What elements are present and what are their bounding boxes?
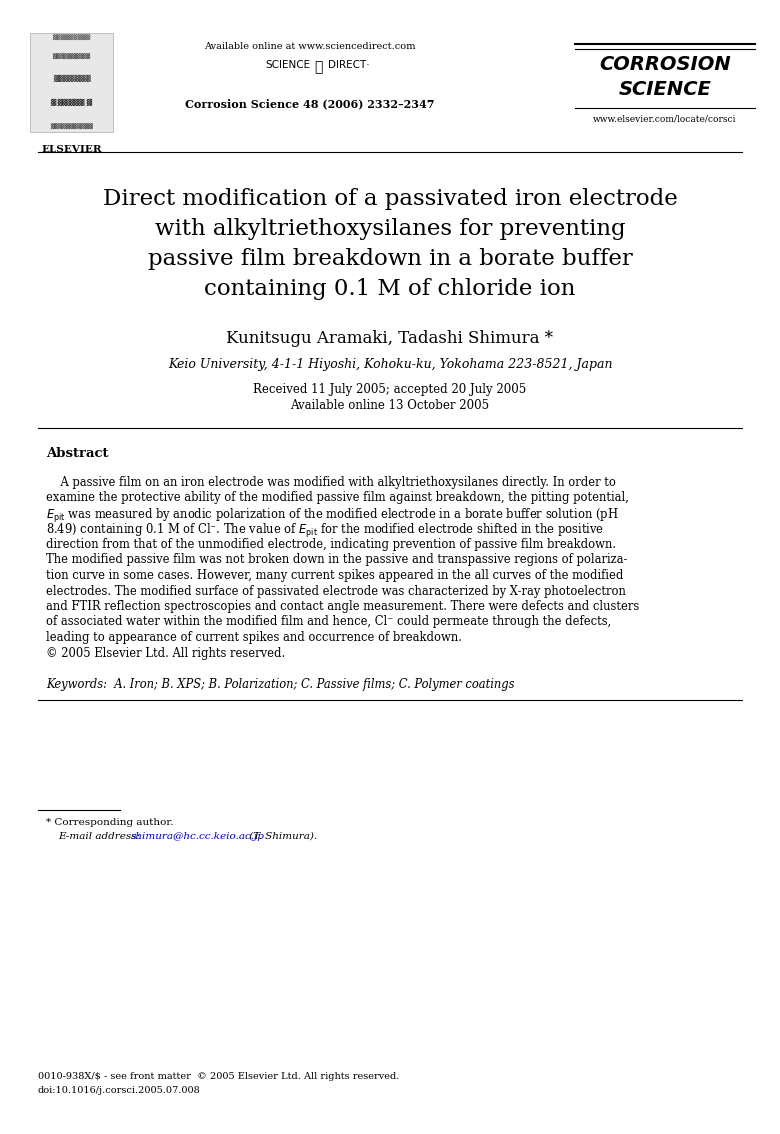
Text: ▓▓▓▓▓▓▓▓▓: ▓▓▓▓▓▓▓▓▓	[52, 34, 90, 40]
Text: containing 0.1 M of chloride ion: containing 0.1 M of chloride ion	[204, 278, 576, 301]
FancyBboxPatch shape	[30, 33, 113, 133]
Text: shimura@hc.cc.keio.ac.jp: shimura@hc.cc.keio.ac.jp	[131, 832, 265, 841]
Text: SCIENCE: SCIENCE	[265, 60, 310, 70]
Text: DIRECT·: DIRECT·	[328, 60, 370, 70]
Text: The modified passive film was not broken down in the passive and transpassive re: The modified passive film was not broken…	[46, 553, 627, 567]
Text: ▓▓▓▓▓▓▓▓: ▓▓▓▓▓▓▓▓	[52, 53, 90, 59]
Text: ▓▓▓▓▓▓▓▓▓: ▓▓▓▓▓▓▓▓▓	[50, 124, 93, 129]
Text: $E_{\rm pit}$ was measured by anodic polarization of the modified electrode in a: $E_{\rm pit}$ was measured by anodic pol…	[46, 507, 619, 525]
Text: ▓▓▓▓▓▓▓: ▓▓▓▓▓▓▓	[53, 75, 90, 82]
Text: passive film breakdown in a borate buffer: passive film breakdown in a borate buffe…	[147, 248, 633, 270]
Text: examine the protective ability of the modified passive film against breakdown, t: examine the protective ability of the mo…	[46, 491, 629, 505]
Text: www.elsevier.com/locate/corsci: www.elsevier.com/locate/corsci	[594, 115, 737, 124]
Text: Abstract: Abstract	[46, 447, 108, 460]
Text: 0010-938X/$ - see front matter  © 2005 Elsevier Ltd. All rights reserved.: 0010-938X/$ - see front matter © 2005 El…	[38, 1072, 399, 1081]
Text: Received 11 July 2005; accepted 20 July 2005: Received 11 July 2005; accepted 20 July …	[254, 383, 526, 396]
Text: Keywords:  A. Iron; B. XPS; B. Polarization; C. Passive films; C. Polymer coatin: Keywords: A. Iron; B. XPS; B. Polarizati…	[46, 678, 515, 691]
Text: CORROSION: CORROSION	[599, 56, 731, 74]
Text: Available online 13 October 2005: Available online 13 October 2005	[290, 399, 490, 412]
Text: ELSEVIER: ELSEVIER	[41, 145, 102, 154]
Text: of associated water within the modified film and hence, Cl⁻ could permeate throu: of associated water within the modified …	[46, 616, 612, 628]
Text: ⓐ: ⓐ	[314, 60, 322, 74]
Text: Direct modification of a passivated iron electrode: Direct modification of a passivated iron…	[103, 188, 677, 210]
Text: SCIENCE: SCIENCE	[619, 81, 711, 99]
Text: electrodes. The modified surface of passivated electrode was characterized by X-: electrodes. The modified surface of pass…	[46, 584, 626, 598]
Text: tion curve in some cases. However, many current spikes appeared in the all curve: tion curve in some cases. However, many …	[46, 569, 623, 582]
Text: (T. Shimura).: (T. Shimura).	[246, 832, 317, 841]
Text: ▓ ▓▓▓▓▓ ▓: ▓ ▓▓▓▓▓ ▓	[51, 99, 93, 107]
Text: leading to appearance of current spikes and occurrence of breakdown.: leading to appearance of current spikes …	[46, 631, 462, 644]
Text: Keio University, 4-1-1 Hiyoshi, Kohoku-ku, Yokohama 223-8521, Japan: Keio University, 4-1-1 Hiyoshi, Kohoku-k…	[168, 358, 612, 371]
Text: © 2005 Elsevier Ltd. All rights reserved.: © 2005 Elsevier Ltd. All rights reserved…	[46, 646, 285, 660]
Text: Kunitsugu Aramaki, Tadashi Shimura *: Kunitsugu Aramaki, Tadashi Shimura *	[226, 330, 554, 347]
Text: with alkyltriethoxysilanes for preventing: with alkyltriethoxysilanes for preventin…	[154, 218, 626, 240]
Text: A passive film on an iron electrode was modified with alkyltriethoxysilanes dire: A passive film on an iron electrode was …	[46, 476, 616, 489]
Text: doi:10.1016/j.corsci.2005.07.008: doi:10.1016/j.corsci.2005.07.008	[38, 1086, 200, 1095]
Text: Corrosion Science 48 (2006) 2332–2347: Corrosion Science 48 (2006) 2332–2347	[186, 98, 434, 109]
Text: and FTIR reflection spectroscopies and contact angle measurement. There were def: and FTIR reflection spectroscopies and c…	[46, 600, 640, 613]
Text: 8.49) containing 0.1 M of Cl⁻. The value of $E_{\rm pit}$ for the modified elect: 8.49) containing 0.1 M of Cl⁻. The value…	[46, 523, 604, 541]
Text: E-mail address:: E-mail address:	[58, 832, 144, 841]
Text: Available online at www.sciencedirect.com: Available online at www.sciencedirect.co…	[204, 42, 416, 51]
Text: direction from that of the unmodified electrode, indicating prevention of passiv: direction from that of the unmodified el…	[46, 538, 616, 551]
Text: * Corresponding author.: * Corresponding author.	[46, 818, 173, 827]
